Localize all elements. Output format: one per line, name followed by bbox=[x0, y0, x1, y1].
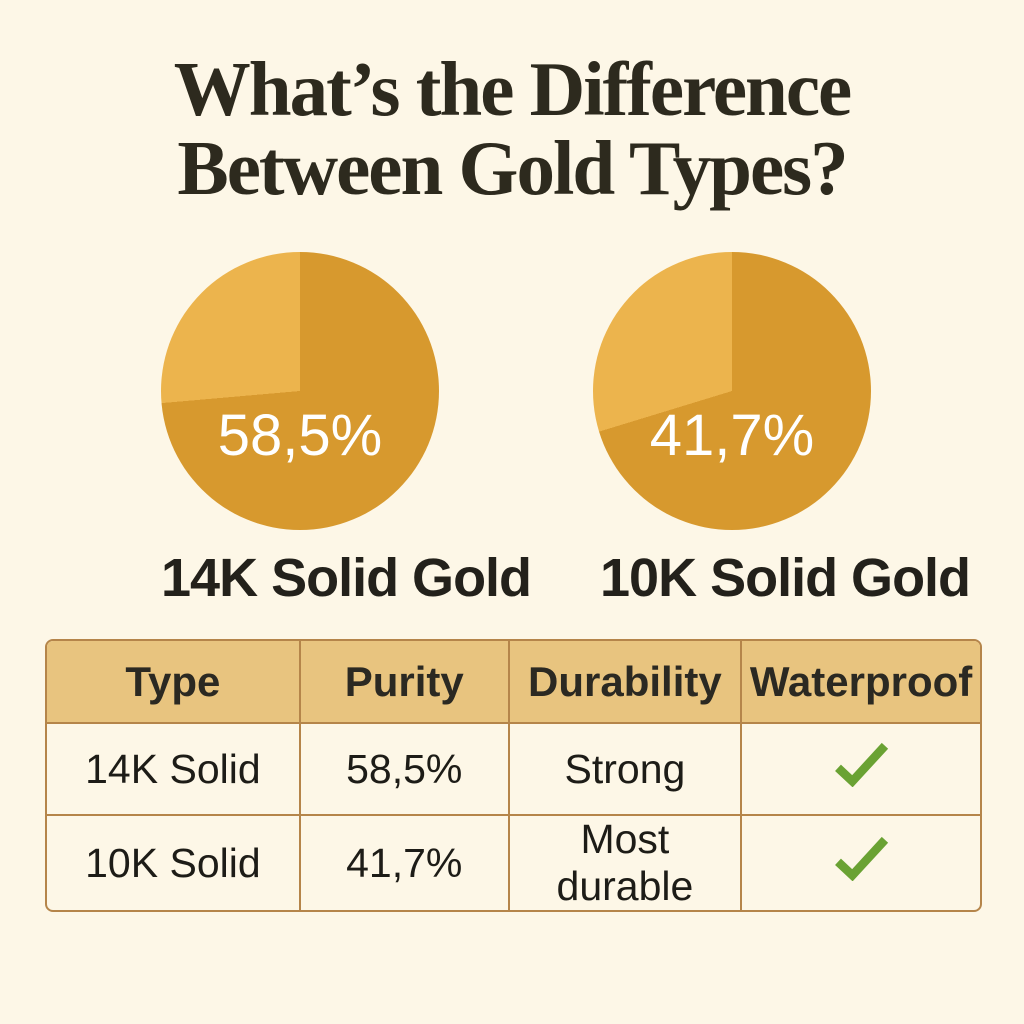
page-title-line2: Between Gold Types? bbox=[177, 124, 848, 211]
table-row: 10K Solid 41,7% Most durable bbox=[47, 816, 980, 910]
cell-durability-14k: Strong bbox=[509, 724, 743, 816]
page-title-line1: What’s the Difference bbox=[173, 46, 852, 132]
comparison-table: Type Purity Durability Waterproof 14K So… bbox=[45, 639, 982, 912]
pie-chart-10k: 41,7% bbox=[593, 252, 871, 530]
cell-waterproof-14k bbox=[742, 724, 980, 816]
table-header-row: Type Purity Durability Waterproof bbox=[47, 641, 980, 724]
cell-durability-10k: Most durable bbox=[510, 816, 743, 910]
pie-caption-14k: 14K Solid Gold bbox=[161, 548, 532, 608]
column-header-type: Type bbox=[47, 641, 301, 724]
check-icon bbox=[832, 741, 890, 797]
cell-purity-14k: 58,5% bbox=[300, 724, 510, 816]
cell-purity-10k: 41,7% bbox=[301, 816, 510, 910]
cell-waterproof-10k bbox=[742, 816, 980, 910]
table-row: 14K Solid 58,5% Strong bbox=[47, 724, 980, 816]
column-header-purity: Purity bbox=[300, 641, 510, 724]
check-icon bbox=[832, 835, 890, 891]
pie-caption-10k: 10K Solid Gold bbox=[600, 548, 971, 608]
page-title: What’s the Difference Between Gold Types… bbox=[0, 50, 1024, 207]
cell-type-10k: 10K Solid bbox=[47, 816, 301, 910]
pie-chart-14k: 58,5% bbox=[161, 252, 439, 530]
cell-type-14k: 14K Solid bbox=[47, 724, 301, 816]
pie-value-label-10k: 41,7% bbox=[649, 403, 815, 468]
pie-value-label-14k: 58,5% bbox=[217, 403, 383, 468]
column-header-waterproof: Waterproof bbox=[742, 641, 980, 724]
column-header-durability: Durability bbox=[509, 641, 743, 724]
